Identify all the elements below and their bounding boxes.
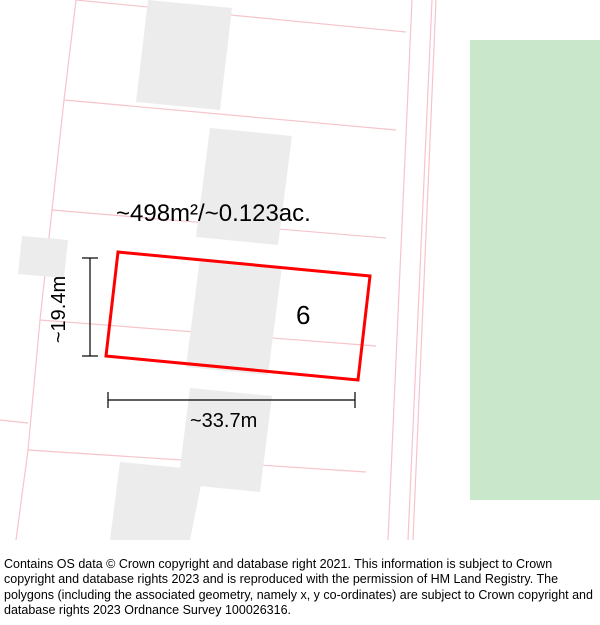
width-dimension-label: ~33.7m	[190, 410, 257, 433]
height-dimension-label: ~19.4m	[48, 276, 71, 343]
property-map	[0, 0, 600, 540]
copyright-footer: Contains OS data © Crown copyright and d…	[0, 557, 600, 625]
area-label: ~498m²/~0.123ac.	[116, 200, 311, 228]
plot-number-label: 6	[296, 300, 310, 331]
